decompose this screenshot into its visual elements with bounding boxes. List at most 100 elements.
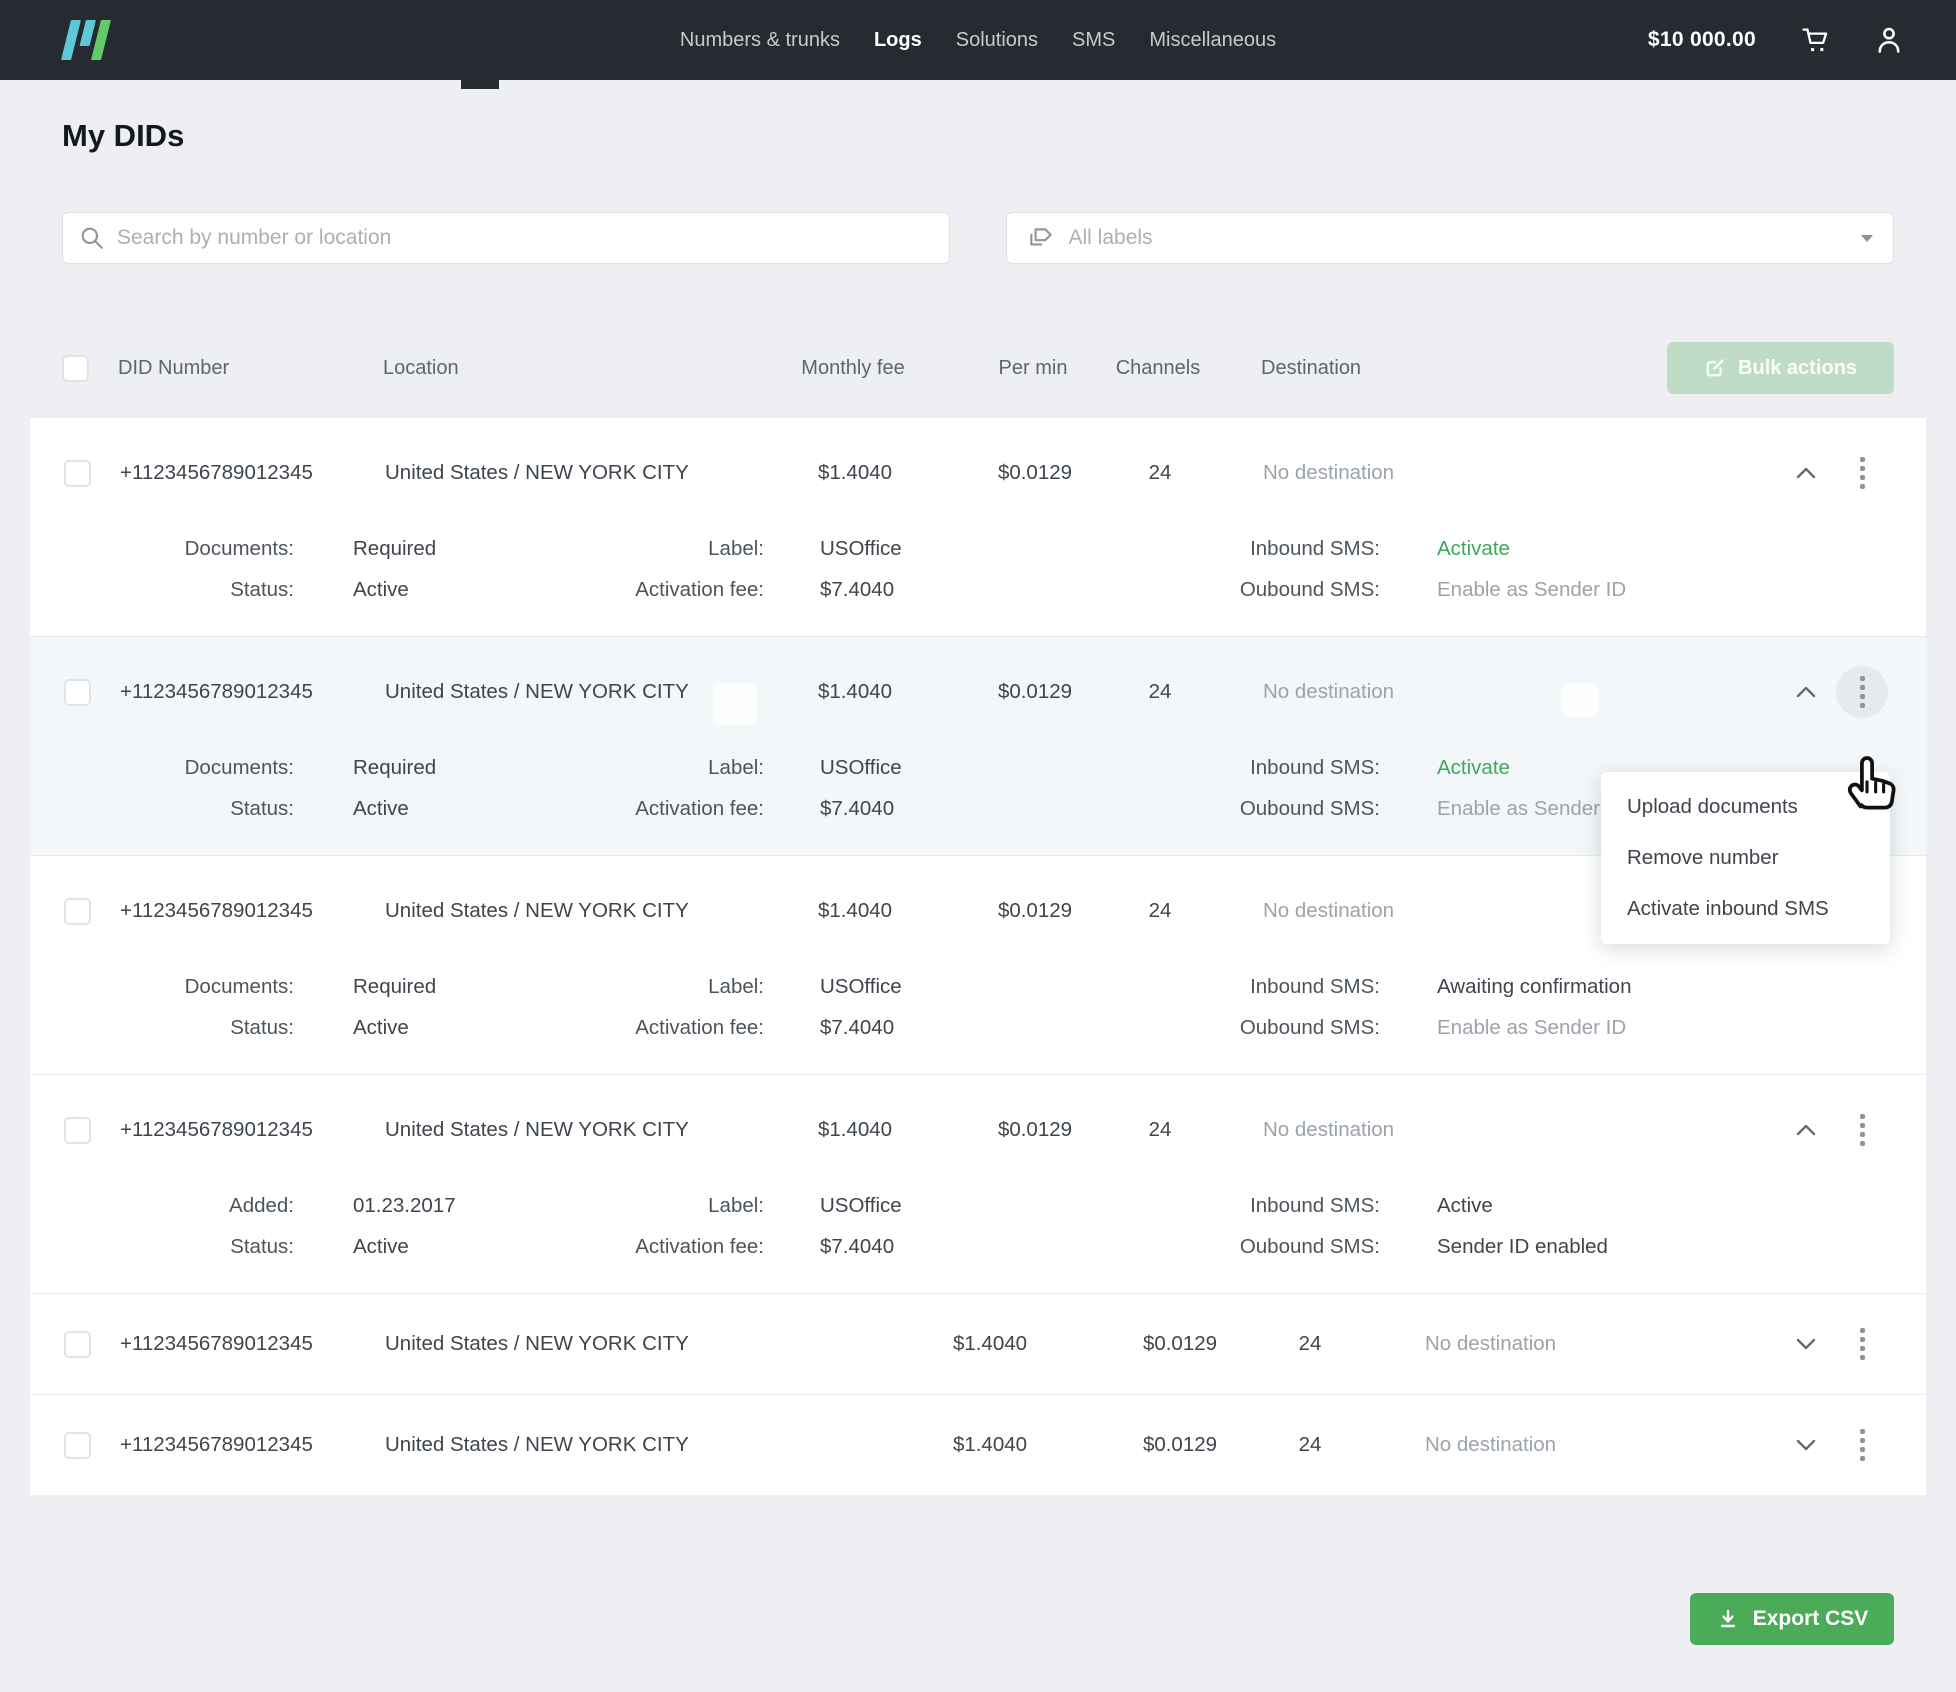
detail-label: Oubound SMS:: [1239, 797, 1380, 820]
activate-inbound-sms-link[interactable]: Activate: [1437, 537, 1510, 560]
row-menu-button[interactable]: [1836, 1104, 1888, 1156]
destination: No destination: [1263, 461, 1395, 484]
expand-row-button[interactable]: [1780, 1419, 1832, 1471]
did-number: +1123456789012345: [120, 461, 313, 484]
row-details: Documents: Required Label: USOffice Inbo…: [64, 528, 1892, 636]
select-all-checkbox[interactable]: [62, 354, 89, 382]
expand-row-button[interactable]: [1780, 1318, 1832, 1370]
menu-solutions[interactable]: Solutions: [955, 28, 1039, 51]
table-header: DID Number Location Monthly fee Per min …: [62, 342, 1894, 394]
row-checkbox[interactable]: [64, 1431, 91, 1459]
detail-label: Inbound SMS:: [1250, 975, 1380, 998]
kebab-icon: [1859, 1114, 1865, 1146]
row-checkbox[interactable]: [64, 1330, 91, 1358]
did-location: United States / NEW YORK CITY: [385, 899, 689, 922]
row-checkbox[interactable]: [64, 1116, 91, 1144]
download-icon: [1720, 1609, 1735, 1628]
collapse-row-button[interactable]: [1780, 1104, 1832, 1156]
per-min: $0.0129: [997, 680, 1073, 703]
detail-label: Oubound SMS:: [1239, 1016, 1380, 1039]
bulk-actions-button[interactable]: Bulk actions: [1667, 342, 1894, 394]
kebab-icon: [1859, 1328, 1865, 1360]
did-row: +1123456789012345 United States / NEW YO…: [30, 1293, 1926, 1394]
row-menu-button[interactable]: [1836, 447, 1888, 499]
col-per-min: Per min: [998, 356, 1068, 379]
menu-activate-inbound-sms[interactable]: Activate inbound SMS: [1627, 897, 1829, 920]
channels: 24: [1148, 461, 1172, 484]
labels-filter-select[interactable]: All labels: [1005, 212, 1894, 264]
detail-label: Inbound SMS:: [1250, 1194, 1380, 1217]
detail-label: Documents:: [184, 975, 294, 998]
per-min: $0.0129: [997, 1118, 1073, 1141]
cart-icon[interactable]: [1800, 25, 1830, 55]
detail-value: USOffice: [820, 537, 902, 560]
detail-label: Inbound SMS:: [1250, 756, 1380, 779]
menu-remove-number[interactable]: Remove number: [1627, 846, 1779, 869]
activate-inbound-sms-link[interactable]: Activate: [1437, 756, 1510, 779]
destination: No destination: [1425, 1433, 1557, 1456]
did-number: +1123456789012345: [120, 680, 313, 703]
detail-value: $7.4040: [820, 1235, 895, 1258]
row-menu-button[interactable]: [1836, 1419, 1888, 1471]
col-channels: Channels: [1115, 356, 1201, 379]
chevron-up-icon: [1796, 467, 1816, 479]
search-icon: [81, 227, 103, 249]
row-checkbox[interactable]: [64, 678, 91, 706]
menu-miscellaneous[interactable]: Miscellaneous: [1149, 28, 1277, 51]
row-menu-button[interactable]: [1836, 666, 1888, 718]
collapse-row-button[interactable]: [1780, 447, 1832, 499]
menu-numbers-trunks[interactable]: Numbers & trunks: [679, 28, 840, 51]
detail-value: 01.23.2017: [353, 1194, 456, 1217]
app-logo[interactable]: [52, 17, 116, 63]
menu-sms[interactable]: SMS: [1072, 28, 1116, 51]
channels: 24: [1148, 680, 1172, 703]
detail-label: Status:: [230, 1235, 294, 1258]
row-details: Documents: Required Label: USOffice Inbo…: [64, 747, 1892, 855]
per-min: $0.0129: [997, 461, 1073, 484]
did-row: +1123456789012345 United States / NEW YO…: [30, 1394, 1926, 1495]
channels: 24: [1148, 899, 1172, 922]
menu-logs[interactable]: Logs: [873, 28, 922, 51]
detail-label: Oubound SMS:: [1239, 578, 1380, 601]
main-menu: Numbers & trunks Logs Solutions SMS Misc…: [680, 29, 1276, 52]
inbound-sms-status: Awaiting confirmation: [1437, 975, 1632, 998]
hand-cursor-icon: [1838, 752, 1900, 814]
detail-value: $7.4040: [820, 1016, 895, 1039]
destination: No destination: [1263, 680, 1395, 703]
detail-label: Inbound SMS:: [1250, 537, 1380, 560]
chevron-down-icon: [1861, 234, 1873, 242]
detail-label: Oubound SMS:: [1239, 1235, 1380, 1258]
per-min: $0.0129: [1142, 1332, 1218, 1355]
row-menu-button[interactable]: [1836, 1318, 1888, 1370]
did-row: +1123456789012345 United States / NEW YO…: [30, 418, 1926, 636]
did-list: +1123456789012345 United States / NEW YO…: [30, 418, 1926, 1495]
detail-label: Documents:: [184, 537, 294, 560]
row-checkbox[interactable]: [64, 459, 91, 487]
channels: 24: [1298, 1433, 1322, 1456]
outbound-sms-status: Sender ID enabled: [1437, 1235, 1608, 1258]
export-csv-button[interactable]: Export CSV: [1690, 1593, 1894, 1645]
detail-label: Activation fee:: [635, 797, 764, 820]
search-box: [62, 212, 950, 264]
enable-sender-id-link[interactable]: Enable as Sender ID: [1437, 578, 1627, 601]
account-balance[interactable]: $10 000.00: [1647, 28, 1756, 51]
hover-chip: [1562, 683, 1598, 717]
detail-label: Status:: [230, 1016, 294, 1039]
per-min: $0.0129: [997, 899, 1073, 922]
collapse-row-button[interactable]: [1780, 666, 1832, 718]
chevron-down-icon: [1796, 1439, 1816, 1451]
monthly-fee: $1.4040: [817, 899, 893, 922]
col-location: Location: [383, 356, 459, 379]
kebab-icon: [1859, 676, 1865, 708]
enable-sender-id-link[interactable]: Enable as Sender ID: [1437, 797, 1627, 820]
page-title: My DIDs: [62, 118, 185, 153]
col-did-number: DID Number: [118, 356, 230, 379]
user-icon[interactable]: [1874, 25, 1904, 55]
monthly-fee: $1.4040: [952, 1332, 1028, 1355]
enable-sender-id-link[interactable]: Enable as Sender ID: [1437, 1016, 1627, 1039]
search-input[interactable]: [117, 226, 933, 250]
row-checkbox[interactable]: [64, 897, 91, 925]
menu-upload-documents[interactable]: Upload documents: [1627, 795, 1798, 818]
detail-label: Activation fee:: [635, 1016, 764, 1039]
row-details: Documents: Required Label: USOffice Inbo…: [64, 966, 1892, 1074]
